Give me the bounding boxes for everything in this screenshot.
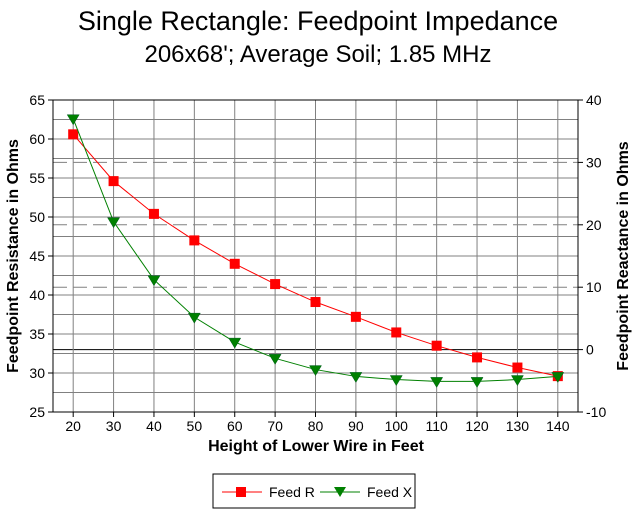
data-point-feed-x xyxy=(268,354,282,365)
data-point-feed-r xyxy=(68,129,79,140)
axes: 20 30 40 50 60 70 80 90 100 110 120 130 140253035404… xyxy=(29,92,606,434)
series xyxy=(66,114,565,388)
data-point-feed-r xyxy=(512,362,523,373)
data-point-feed-x xyxy=(389,375,403,387)
data-point-feed-x xyxy=(470,377,484,388)
x-tick-label: 120 xyxy=(465,418,489,434)
legend-label-feed-x: Feed X xyxy=(367,484,413,500)
data-point-feed-r xyxy=(472,352,483,363)
x-tick-label: 100 xyxy=(385,418,409,434)
y-axis-label: Feedpoint Resistance in Ohms xyxy=(5,139,22,373)
data-point-feed-r xyxy=(391,327,402,338)
y-tick-label: 50 xyxy=(29,209,45,225)
x-tick-label: 40 xyxy=(146,418,162,434)
grid xyxy=(53,100,578,412)
data-point-feed-x xyxy=(510,375,524,387)
data-point-feed-r xyxy=(270,279,281,290)
data-point-feed-r xyxy=(431,340,442,351)
data-point-feed-x xyxy=(551,372,565,383)
data-point-feed-x xyxy=(430,377,444,388)
data-point-feed-x xyxy=(66,114,80,126)
data-point-feed-r xyxy=(108,176,119,187)
y-tick-label: 45 xyxy=(29,248,45,264)
x-tick-label: 60 xyxy=(227,418,243,434)
y-tick-label: 65 xyxy=(29,92,45,108)
y-tick-label: 25 xyxy=(29,404,45,420)
x-tick-label: 80 xyxy=(308,418,324,434)
data-point-feed-r xyxy=(310,297,321,308)
legend-box xyxy=(212,473,416,509)
y2-tick-label: 20 xyxy=(586,217,602,233)
x-tick-label: 130 xyxy=(506,418,530,434)
data-point-feed-r xyxy=(148,208,159,219)
chart-subtitle: 206x68'; Average Soil; 1.85 MHz xyxy=(144,41,491,68)
x-tick-label: 30 xyxy=(106,418,122,434)
data-point-feed-x xyxy=(187,312,201,324)
x-tick-label: 110 xyxy=(425,418,448,434)
y2-tick-label: 0 xyxy=(586,342,594,358)
y2-axis-label: Feedpoint Reactance in Ohms xyxy=(615,141,632,370)
x-tick-label: 140 xyxy=(546,418,570,434)
y-tick-label: 55 xyxy=(29,170,45,186)
legend: Feed R Feed X xyxy=(212,473,416,509)
data-point-feed-r xyxy=(350,311,361,322)
data-point-feed-r xyxy=(189,235,200,246)
data-point-feed-r xyxy=(229,258,240,269)
x-tick-label: 50 xyxy=(187,418,203,434)
x-tick-label: 90 xyxy=(348,418,364,434)
data-point-feed-x xyxy=(107,217,121,229)
y-tick-label: 40 xyxy=(29,287,45,303)
y-tick-label: 60 xyxy=(29,131,45,147)
y2-tick-label: 30 xyxy=(586,154,602,170)
y2-tick-label: 10 xyxy=(586,279,602,295)
y-tick-label: 30 xyxy=(29,365,45,381)
y2-tick-label: 40 xyxy=(586,92,602,108)
x-axis-label: Height of Lower Wire in Feet xyxy=(208,438,425,455)
chart-title: Single Rectangle: Feedpoint Impedance xyxy=(78,6,558,36)
y2-tick-label: -10 xyxy=(586,404,606,420)
data-point-feed-x xyxy=(228,337,242,349)
legend-marker-feed-x xyxy=(334,487,346,497)
legend-label-feed-r: Feed R xyxy=(269,484,315,500)
x-tick-label: 20 xyxy=(65,418,81,434)
y-tick-label: 35 xyxy=(29,326,45,342)
x-tick-label: 70 xyxy=(267,418,283,434)
data-point-feed-x xyxy=(349,372,363,383)
data-point-feed-x xyxy=(147,275,161,287)
data-point-feed-x xyxy=(309,365,322,377)
legend-marker-feed-r xyxy=(236,487,246,497)
